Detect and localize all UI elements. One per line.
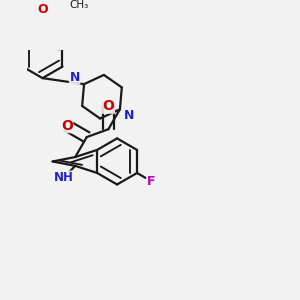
Text: CH₃: CH₃ bbox=[69, 0, 89, 10]
Text: N: N bbox=[124, 110, 134, 122]
Text: NH: NH bbox=[54, 171, 74, 184]
Text: N: N bbox=[69, 71, 80, 84]
Text: O: O bbox=[103, 99, 114, 113]
Text: F: F bbox=[147, 175, 155, 188]
Text: O: O bbox=[61, 118, 73, 133]
Text: O: O bbox=[37, 2, 48, 16]
